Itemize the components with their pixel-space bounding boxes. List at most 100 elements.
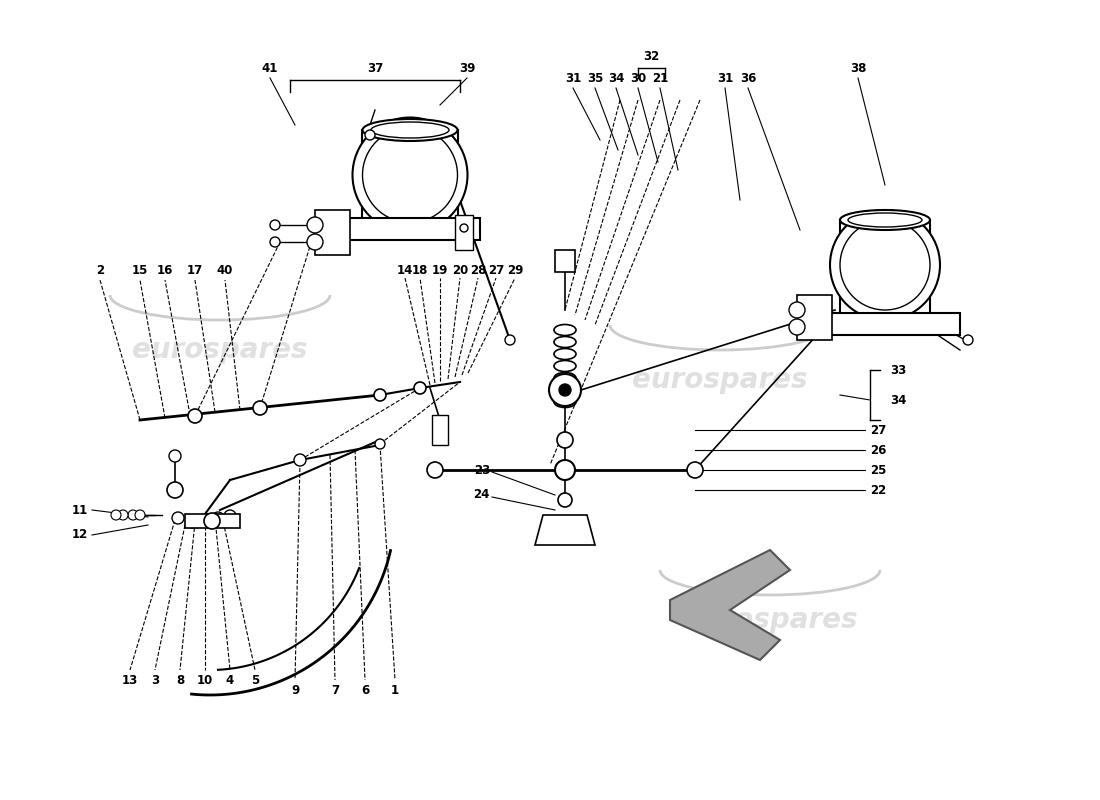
Text: 12: 12	[72, 529, 88, 542]
Text: 19: 19	[432, 263, 448, 277]
Ellipse shape	[840, 210, 929, 230]
Ellipse shape	[848, 213, 922, 227]
Text: 26: 26	[870, 443, 887, 457]
Ellipse shape	[554, 385, 576, 395]
Circle shape	[558, 463, 572, 477]
Circle shape	[789, 302, 805, 318]
Circle shape	[188, 409, 202, 423]
Text: 13: 13	[122, 674, 139, 686]
Bar	[798, 295, 832, 340]
Circle shape	[204, 513, 220, 529]
Circle shape	[559, 384, 571, 396]
Ellipse shape	[554, 361, 576, 371]
Ellipse shape	[840, 220, 929, 310]
Text: 28: 28	[470, 263, 486, 277]
Ellipse shape	[554, 373, 576, 383]
Circle shape	[505, 335, 515, 345]
Text: 29: 29	[507, 263, 524, 277]
Text: 33: 33	[890, 363, 906, 377]
Text: 3: 3	[151, 674, 160, 686]
Ellipse shape	[554, 397, 576, 407]
Text: 31: 31	[717, 71, 733, 85]
Ellipse shape	[352, 118, 468, 233]
Circle shape	[270, 237, 280, 247]
Text: 34: 34	[890, 394, 906, 406]
Text: 5: 5	[251, 674, 260, 686]
Text: 39: 39	[459, 62, 475, 74]
Circle shape	[167, 482, 183, 498]
Ellipse shape	[554, 349, 576, 359]
Ellipse shape	[363, 127, 458, 222]
Circle shape	[118, 510, 128, 520]
Circle shape	[789, 319, 805, 335]
Circle shape	[128, 510, 138, 520]
Text: 38: 38	[850, 62, 866, 74]
Text: 17: 17	[187, 263, 204, 277]
Ellipse shape	[363, 119, 458, 141]
Circle shape	[307, 234, 323, 250]
Text: 35: 35	[586, 71, 603, 85]
Text: 21: 21	[652, 71, 668, 85]
Circle shape	[557, 432, 573, 448]
Text: 15: 15	[132, 263, 148, 277]
Circle shape	[199, 514, 211, 526]
Bar	[432, 415, 448, 445]
Text: 22: 22	[870, 483, 887, 497]
Circle shape	[460, 224, 467, 232]
Text: 1: 1	[390, 683, 399, 697]
Text: 30: 30	[630, 71, 646, 85]
Circle shape	[558, 493, 572, 507]
Circle shape	[688, 462, 703, 478]
Circle shape	[365, 130, 375, 140]
Text: 40: 40	[217, 263, 233, 277]
Bar	[340, 218, 480, 240]
Text: 23: 23	[474, 463, 490, 477]
Text: eurospares: eurospares	[682, 606, 858, 634]
Circle shape	[111, 510, 121, 520]
Circle shape	[294, 454, 306, 466]
Ellipse shape	[554, 337, 576, 347]
Polygon shape	[670, 550, 790, 660]
Text: 36: 36	[740, 71, 756, 85]
Bar	[185, 514, 240, 528]
Circle shape	[414, 382, 426, 394]
Circle shape	[212, 512, 224, 524]
Text: 31: 31	[565, 71, 581, 85]
Bar	[820, 313, 960, 335]
Text: eurospares: eurospares	[632, 366, 807, 394]
Text: 27: 27	[870, 423, 887, 437]
Text: 32: 32	[642, 50, 659, 63]
Bar	[556, 250, 575, 272]
Circle shape	[172, 512, 184, 524]
Circle shape	[135, 510, 145, 520]
Text: 27: 27	[488, 263, 504, 277]
Text: 25: 25	[870, 463, 887, 477]
Text: 8: 8	[176, 674, 184, 686]
Circle shape	[375, 439, 385, 449]
Text: 4: 4	[226, 674, 234, 686]
Text: 24: 24	[474, 489, 490, 502]
Text: 7: 7	[331, 683, 339, 697]
Text: 37: 37	[367, 62, 383, 74]
Text: 9: 9	[290, 683, 299, 697]
Text: 18: 18	[411, 263, 428, 277]
Circle shape	[169, 450, 182, 462]
Text: 34: 34	[608, 71, 624, 85]
Circle shape	[253, 401, 267, 415]
Circle shape	[556, 460, 575, 480]
Text: 16: 16	[157, 263, 173, 277]
Polygon shape	[535, 515, 595, 545]
Circle shape	[374, 389, 386, 401]
Text: 2: 2	[96, 263, 104, 277]
Ellipse shape	[554, 325, 576, 335]
Text: 41: 41	[262, 62, 278, 74]
Text: 20: 20	[452, 263, 469, 277]
Text: eurospares: eurospares	[132, 336, 308, 364]
Ellipse shape	[371, 122, 449, 138]
Circle shape	[186, 516, 198, 528]
Circle shape	[307, 217, 323, 233]
Ellipse shape	[830, 210, 940, 320]
Circle shape	[224, 510, 236, 522]
Text: 14: 14	[397, 263, 414, 277]
Bar	[455, 215, 473, 250]
